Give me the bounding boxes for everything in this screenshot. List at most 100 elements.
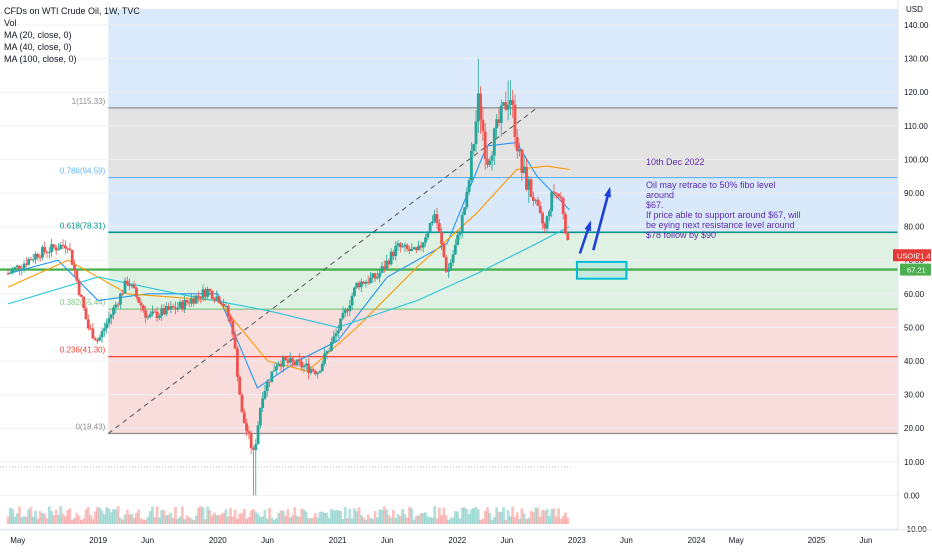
volume-bar <box>41 513 44 524</box>
volume-bar <box>341 519 345 524</box>
fib-zone <box>108 177 898 233</box>
candle-body <box>339 318 343 331</box>
volume-bar <box>203 519 207 524</box>
candle-body <box>224 305 228 307</box>
volume-bar <box>564 512 567 524</box>
volume-bar <box>302 509 306 524</box>
candle-body <box>479 93 482 120</box>
candle-body <box>304 363 308 366</box>
volume-bar <box>93 511 97 524</box>
candle-body <box>279 363 283 367</box>
volume-bar <box>559 519 563 524</box>
candle-body <box>440 232 443 244</box>
volume-bar <box>272 519 276 524</box>
candle-body <box>158 315 161 319</box>
volume-bar <box>428 517 432 524</box>
candle-body <box>148 313 152 317</box>
candle-body <box>320 363 324 372</box>
volume-bar <box>442 507 446 524</box>
volume-bar <box>311 517 315 524</box>
volume-bar <box>548 516 551 524</box>
volume-bar <box>327 518 331 524</box>
candle-body <box>412 247 416 250</box>
volume-bar <box>320 511 324 524</box>
candle-body <box>29 259 33 261</box>
volume-bar <box>275 518 278 524</box>
candle-body <box>229 316 232 321</box>
volume-bar <box>421 513 425 524</box>
volume-bar <box>194 515 198 524</box>
candle-body <box>495 119 499 129</box>
volume-bar <box>545 509 549 524</box>
candle-body <box>449 262 453 270</box>
volume-bar <box>520 508 524 524</box>
candle-body <box>80 294 83 297</box>
time-axis-tick: 2023 <box>568 536 586 545</box>
candle-body <box>488 160 492 165</box>
candle-body <box>460 214 464 232</box>
candle-body <box>472 143 476 151</box>
volume-bar <box>426 516 430 524</box>
volume-bar <box>139 518 143 524</box>
volume-bar <box>318 511 322 524</box>
candle-body <box>36 253 40 258</box>
candle-body <box>272 370 276 372</box>
volume-bar <box>231 516 235 524</box>
volume-bar <box>431 517 434 524</box>
volume-bar <box>224 509 228 524</box>
candle-body <box>139 302 143 306</box>
volume-bar <box>366 514 370 524</box>
candle-body <box>318 371 322 373</box>
volume-bar <box>490 519 494 524</box>
candle-body <box>330 341 333 351</box>
support-badge-value: 67.21 <box>907 266 926 275</box>
candle-body <box>499 105 503 124</box>
annotation-text[interactable]: Oil may retrace to 50% fibo level around… <box>646 180 801 240</box>
legend-ma40: MA (40, close, 0) <box>4 42 72 52</box>
volume-bar <box>527 517 531 524</box>
volume-bar <box>169 512 173 524</box>
candle-body <box>421 242 425 248</box>
candle-body <box>470 150 473 181</box>
volume-bar <box>348 508 352 524</box>
volume-bar <box>378 509 382 524</box>
candle-body <box>463 207 466 215</box>
volume-bar <box>146 516 150 524</box>
time-axis-tick: Jun <box>860 536 873 545</box>
candle-body <box>245 423 248 432</box>
candle-body <box>263 390 267 399</box>
candle-body <box>15 265 19 268</box>
volume-bar <box>435 518 439 524</box>
volume-bar <box>238 513 242 524</box>
time-axis-tick: Jun <box>500 536 513 545</box>
volume-bar <box>467 514 471 524</box>
candle-body <box>171 306 175 308</box>
volume-bar <box>552 508 556 524</box>
volume-bar <box>192 519 196 524</box>
volume-bar <box>398 515 402 524</box>
volume-bar <box>233 509 237 524</box>
volume-bar <box>130 514 134 524</box>
candle-body <box>146 316 150 318</box>
candle-body <box>190 298 193 304</box>
volume-bar <box>334 509 338 524</box>
volume-bar <box>210 515 214 524</box>
candle-body <box>398 243 402 248</box>
annotation-date[interactable]: 10th Dec 2022 <box>646 157 705 167</box>
volume-bar <box>135 512 138 524</box>
volume-bar <box>357 507 361 524</box>
candle-body <box>194 295 198 304</box>
volume-bar <box>364 519 368 524</box>
volume-bar <box>325 512 329 524</box>
candle-body <box>481 119 485 132</box>
volume-bar <box>414 515 418 524</box>
volume-bar <box>249 510 253 524</box>
volume-bar <box>236 519 239 524</box>
price-axis-tick: 90.00 <box>904 189 925 198</box>
volume-bar <box>451 517 455 524</box>
volume-bar <box>483 511 487 524</box>
volume-bar <box>43 513 47 524</box>
volume-bar <box>330 508 333 524</box>
